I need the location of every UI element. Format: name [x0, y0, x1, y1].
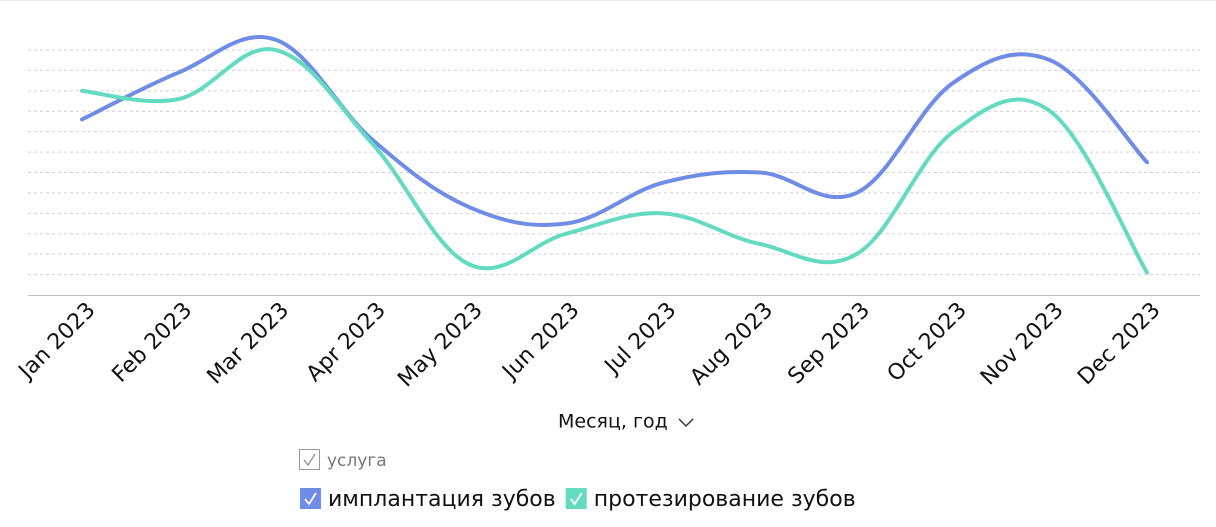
x-tick-label: Aug 2023 — [686, 298, 779, 391]
x-axis-chevron[interactable] — [678, 418, 694, 428]
x-tick-label: Jun 2023 — [497, 298, 585, 386]
x-tick-label: Feb 2023 — [108, 298, 198, 388]
x-tick-label: Mar 2023 — [203, 298, 295, 390]
series-line — [80, 35, 1149, 227]
series-line — [80, 47, 1149, 275]
legend-label: имплантация зубов — [328, 487, 556, 512]
legend: услуга — [299, 449, 387, 471]
x-tick-label: May 2023 — [393, 298, 487, 392]
checkmark — [570, 492, 583, 506]
x-tick-label: Jul 2023 — [599, 298, 681, 380]
legend-label: протезирование зубов — [594, 487, 856, 512]
legend-checkbox — [565, 488, 587, 509]
legend-title: услуга — [327, 451, 387, 471]
x-axis-title: Месяц, год — [558, 411, 668, 433]
legend-checkbox — [300, 488, 321, 509]
x-tick-label: Nov 2023 — [976, 298, 1069, 391]
checkmark — [303, 453, 316, 467]
legend-item[interactable]: имплантация зубов — [300, 487, 556, 512]
legend-title-checkbox[interactable] — [299, 449, 320, 470]
x-tick-label: Sep 2023 — [783, 298, 875, 390]
x-tick-label: Jan 2023 — [13, 298, 101, 386]
legend-item[interactable]: протезирование зубов — [565, 487, 856, 512]
x-tick-label: Apr 2023 — [302, 298, 391, 387]
x-tick-label: Dec 2023 — [1073, 298, 1165, 390]
checkmark — [304, 492, 317, 506]
x-tick-label: Oct 2023 — [883, 298, 972, 387]
